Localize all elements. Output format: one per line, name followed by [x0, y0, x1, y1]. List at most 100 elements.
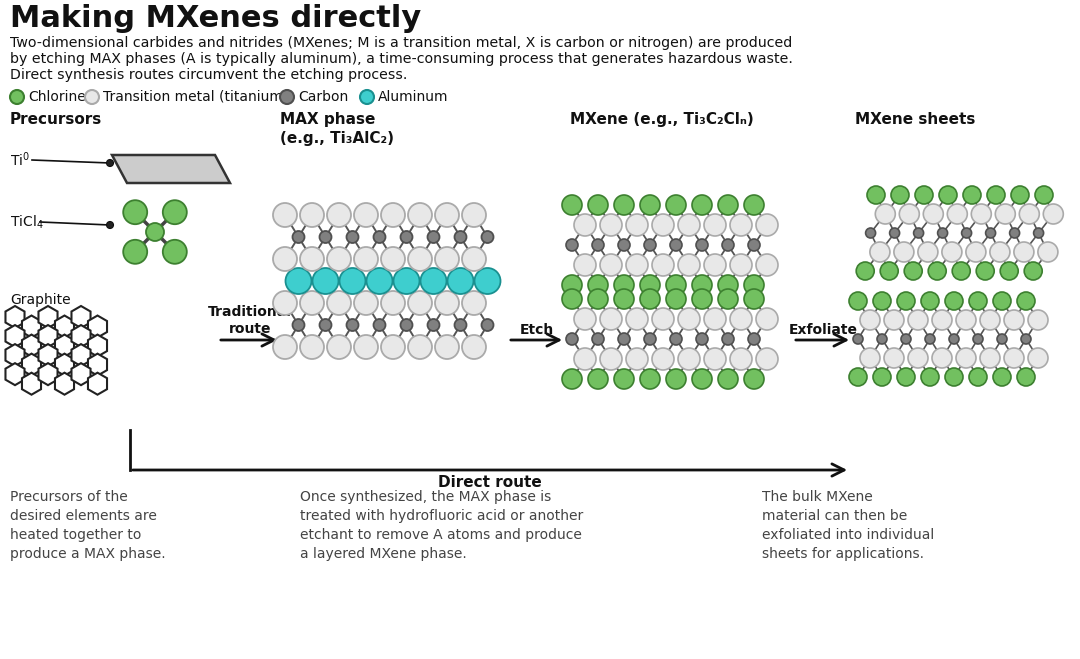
Circle shape [347, 231, 359, 243]
Circle shape [618, 239, 630, 251]
Circle shape [969, 292, 987, 310]
Circle shape [897, 368, 915, 386]
Circle shape [1021, 334, 1031, 344]
Circle shape [273, 291, 297, 315]
Circle shape [678, 254, 700, 276]
Circle shape [293, 231, 305, 243]
Circle shape [963, 186, 981, 204]
Circle shape [588, 289, 608, 309]
Circle shape [366, 268, 392, 294]
Polygon shape [87, 354, 107, 376]
Circle shape [300, 203, 324, 227]
Circle shape [860, 348, 880, 368]
Circle shape [85, 90, 99, 104]
Circle shape [891, 186, 909, 204]
Circle shape [1011, 186, 1029, 204]
Circle shape [756, 214, 778, 236]
Circle shape [901, 334, 912, 344]
Text: Ti$^0$: Ti$^0$ [10, 151, 30, 169]
Circle shape [678, 308, 700, 330]
Circle shape [600, 348, 622, 370]
Circle shape [618, 333, 630, 345]
Circle shape [615, 275, 634, 295]
Circle shape [849, 368, 867, 386]
Circle shape [600, 308, 622, 330]
Circle shape [704, 214, 726, 236]
Circle shape [293, 319, 305, 331]
Circle shape [592, 239, 604, 251]
Circle shape [696, 333, 708, 345]
Circle shape [273, 335, 297, 359]
Circle shape [644, 333, 656, 345]
Circle shape [670, 333, 681, 345]
Polygon shape [87, 335, 107, 357]
Circle shape [880, 262, 899, 280]
Circle shape [1034, 228, 1043, 238]
Circle shape [1035, 186, 1053, 204]
Circle shape [1028, 348, 1048, 368]
Circle shape [435, 203, 459, 227]
Circle shape [327, 291, 351, 315]
Circle shape [1020, 204, 1039, 224]
Text: Exfoliate: Exfoliate [788, 323, 858, 337]
Circle shape [748, 333, 760, 345]
Circle shape [600, 254, 622, 276]
Text: Two-dimensional carbides and nitrides (MXenes; M is a transition metal, X is car: Two-dimensional carbides and nitrides (M… [10, 36, 793, 50]
Circle shape [626, 308, 648, 330]
Circle shape [435, 335, 459, 359]
Circle shape [381, 335, 405, 359]
Circle shape [408, 335, 432, 359]
Circle shape [273, 247, 297, 271]
Circle shape [908, 348, 928, 368]
Circle shape [942, 242, 962, 262]
Polygon shape [22, 316, 41, 337]
Circle shape [890, 228, 900, 238]
Circle shape [588, 195, 608, 215]
Circle shape [381, 247, 405, 271]
Circle shape [123, 200, 147, 224]
Circle shape [666, 369, 686, 389]
Circle shape [993, 368, 1011, 386]
Polygon shape [55, 335, 75, 357]
Polygon shape [71, 344, 91, 366]
Circle shape [312, 268, 338, 294]
Circle shape [986, 228, 996, 238]
Text: Direct route: Direct route [438, 475, 542, 490]
Circle shape [756, 348, 778, 370]
Circle shape [573, 308, 596, 330]
Text: Graphite: Graphite [10, 293, 70, 307]
Circle shape [953, 262, 970, 280]
Text: Chlorine: Chlorine [28, 90, 85, 104]
Circle shape [947, 204, 968, 224]
Circle shape [1000, 262, 1018, 280]
Circle shape [273, 203, 297, 227]
Circle shape [873, 292, 891, 310]
Polygon shape [5, 344, 25, 366]
Circle shape [339, 268, 365, 294]
Circle shape [640, 289, 660, 309]
Circle shape [996, 204, 1015, 224]
Circle shape [600, 214, 622, 236]
Polygon shape [71, 306, 91, 328]
Circle shape [949, 334, 959, 344]
Circle shape [853, 334, 863, 344]
Circle shape [347, 319, 359, 331]
Text: Traditional
route: Traditional route [208, 305, 292, 336]
Polygon shape [22, 335, 41, 357]
Circle shape [945, 368, 963, 386]
Circle shape [877, 334, 887, 344]
Circle shape [730, 308, 752, 330]
Circle shape [678, 214, 700, 236]
Polygon shape [112, 155, 230, 183]
Polygon shape [55, 354, 75, 376]
Circle shape [873, 368, 891, 386]
Polygon shape [22, 373, 41, 395]
Circle shape [562, 275, 582, 295]
Circle shape [327, 203, 351, 227]
Circle shape [354, 335, 378, 359]
Circle shape [354, 203, 378, 227]
Circle shape [744, 275, 764, 295]
Circle shape [10, 90, 24, 104]
Circle shape [300, 335, 324, 359]
Circle shape [360, 90, 374, 104]
